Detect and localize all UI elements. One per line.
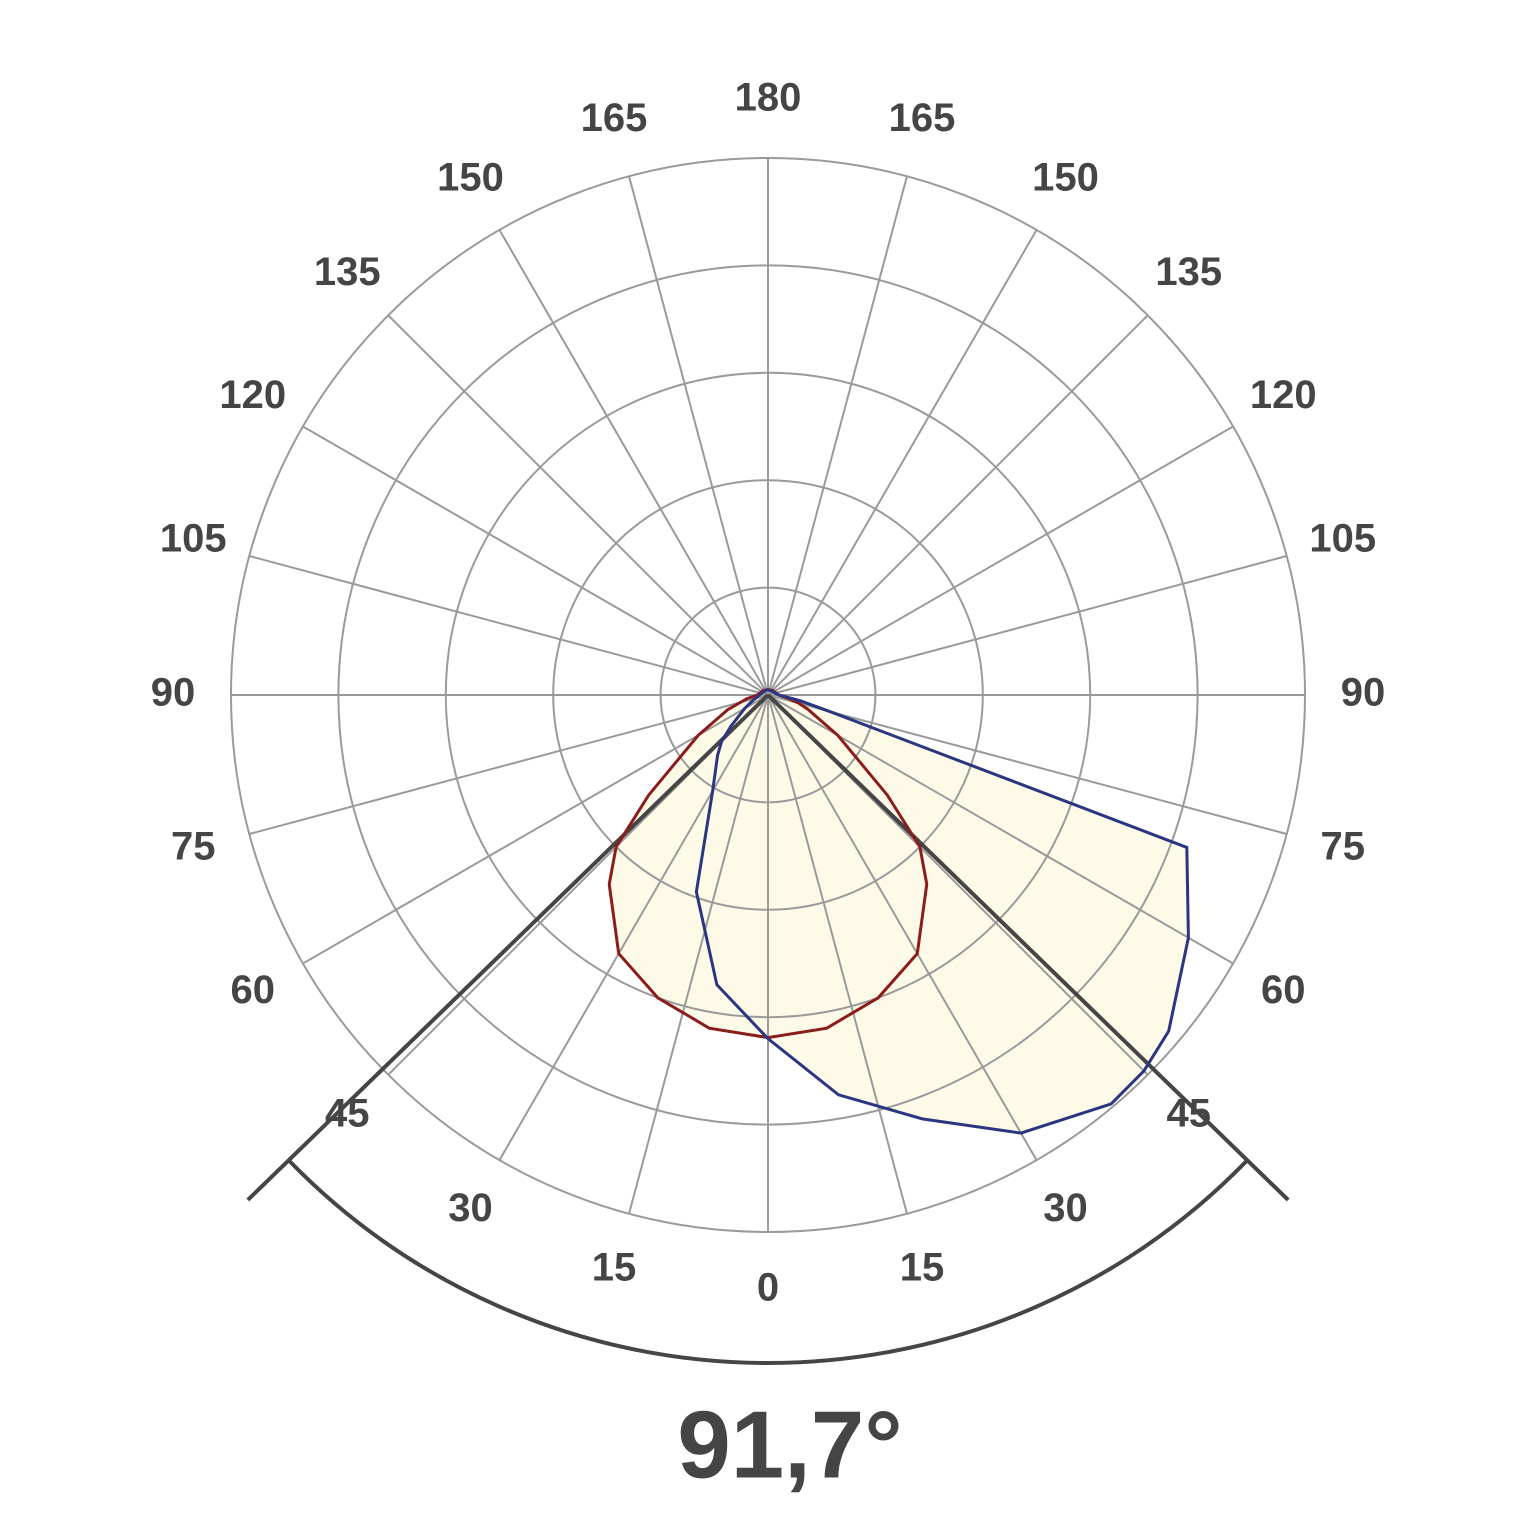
- grid-spoke: [387, 314, 769, 696]
- fill-layer: [609, 689, 1189, 1134]
- angle-label: 60: [1261, 968, 1306, 1012]
- beam-line: [246, 693, 770, 1202]
- angle-label: 105: [160, 517, 227, 561]
- angle-label: 45: [1166, 1091, 1211, 1135]
- angle-label: 45: [325, 1091, 370, 1135]
- intensity-curve: [607, 688, 929, 1040]
- grid-spoke: [498, 694, 769, 1161]
- grid-spoke: [628, 176, 769, 696]
- angle-label: 75: [171, 825, 216, 869]
- angle-label: 120: [219, 373, 286, 417]
- angle-label: 0: [757, 1266, 779, 1310]
- grid-spoke: [302, 425, 769, 696]
- angle-label: 105: [1309, 517, 1376, 561]
- grid-spoke: [767, 694, 1234, 965]
- lobe-fill: [696, 689, 1189, 1134]
- grid-spoke: [767, 694, 1287, 835]
- intensity-curve: [694, 688, 1190, 1135]
- grid-spoke: [498, 229, 769, 696]
- grid-spoke: [767, 176, 908, 696]
- mark-layer: [246, 688, 1290, 1366]
- grid-spoke: [302, 694, 769, 965]
- angle-label: 15: [592, 1245, 637, 1289]
- beam-line: [766, 693, 1290, 1202]
- grid-spoke: [767, 314, 1149, 696]
- grid-spoke: [767, 555, 1287, 696]
- grid-spoke: [767, 229, 1038, 696]
- angle-label: 165: [889, 96, 956, 140]
- grid-spoke: [249, 555, 769, 696]
- angle-label: 30: [448, 1186, 493, 1230]
- angle-label: 150: [1032, 155, 1099, 199]
- grid-spoke: [628, 694, 769, 1214]
- grid-spoke: [767, 425, 1234, 696]
- angle-label: 90: [151, 671, 196, 715]
- angle-label: 60: [230, 968, 275, 1012]
- grid-spoke: [767, 694, 1038, 1161]
- angle-label: 15: [900, 1245, 945, 1289]
- angle-label: 135: [1155, 250, 1222, 294]
- grid-layer: 0 15 15 30 30 45 45 60 60 75 75 90 90 105 105 120 120 135…: [151, 76, 1386, 1310]
- angle-label: 75: [1320, 825, 1365, 869]
- angle-label: 30: [1043, 1186, 1088, 1230]
- angle-label: 135: [314, 250, 381, 294]
- grid-spoke: [249, 694, 769, 835]
- grid-spoke: [767, 694, 908, 1214]
- beam-angle-label: 91,7°: [677, 1391, 902, 1498]
- angle-label: 90: [1341, 671, 1386, 715]
- angle-label: 165: [581, 96, 648, 140]
- angle-label: 150: [437, 155, 504, 199]
- angle-label: 180: [735, 76, 802, 120]
- angle-label: 120: [1250, 373, 1317, 417]
- beam-arc: [287, 1158, 1249, 1366]
